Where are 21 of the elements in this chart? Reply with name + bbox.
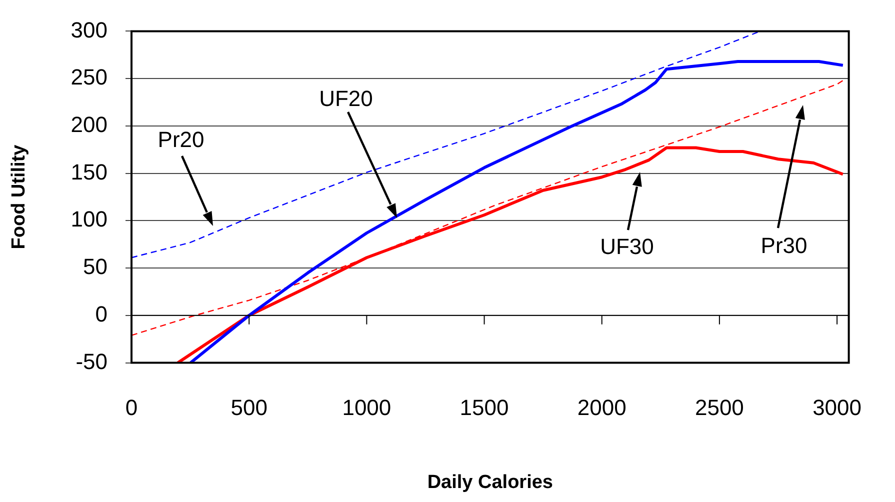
annotation: UF20 <box>319 86 373 112</box>
y-tick-label: 150 <box>70 159 108 184</box>
y-axis-title: Food Utility <box>8 144 30 250</box>
y-tick-label: 50 <box>83 254 108 280</box>
x-tick-label: 2000 <box>577 395 626 420</box>
x-tick-label: 500 <box>230 395 268 420</box>
x-tick-label: 1500 <box>460 395 509 420</box>
x-tick-label: 2500 <box>694 395 744 420</box>
annotation: Pr20 <box>158 127 204 152</box>
y-tick-label: 200 <box>70 112 108 138</box>
y-tick-label: 100 <box>70 206 108 232</box>
y-tick-label: -50 <box>76 348 108 374</box>
y-tick-label: 0 <box>95 301 108 326</box>
y-tick-label: 300 <box>70 17 108 42</box>
x-tick-label: 0 <box>125 395 138 420</box>
x-tick-label: 3000 <box>812 395 862 420</box>
y-tick-label: 250 <box>70 64 108 90</box>
annotation: Pr30 <box>760 233 808 258</box>
x-axis-title: Daily Calories <box>427 472 553 493</box>
x-tick-label: 1000 <box>342 395 392 420</box>
annotation: UF30 <box>600 234 654 260</box>
